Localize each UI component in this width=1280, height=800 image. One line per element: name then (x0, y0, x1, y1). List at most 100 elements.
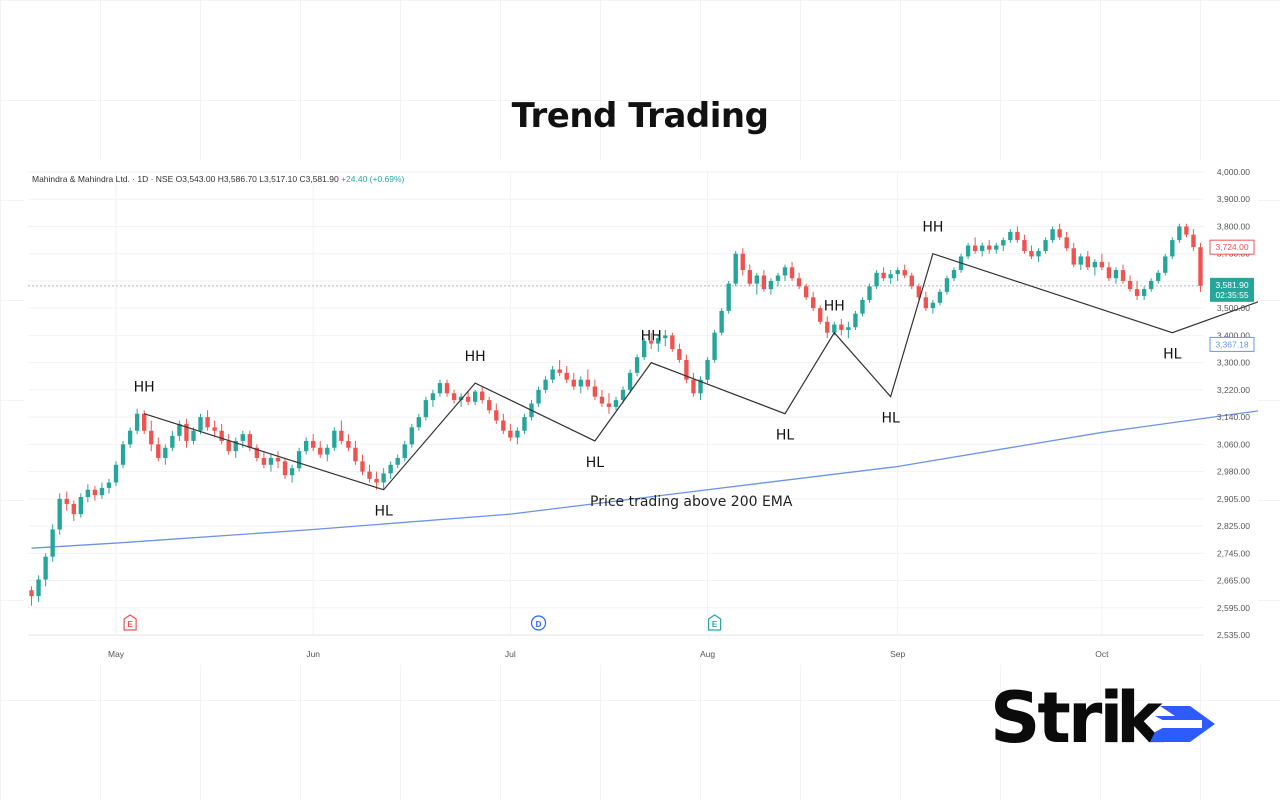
x-tick-label: May (108, 649, 125, 659)
candle-body (494, 410, 499, 421)
candle-body (184, 423, 189, 441)
candle-body (1106, 267, 1112, 279)
candle-body (339, 430, 344, 441)
higher-high-label: HH (641, 329, 662, 345)
candle-body (1022, 240, 1027, 251)
candle-body (156, 444, 161, 458)
chart-svg: HHHLHHHLHHHLHHHLHHHLHHHLHHPrice trading … (28, 167, 1258, 659)
y-tick-label: 4,000.00 (1217, 167, 1250, 177)
x-tick-label: Oct (1095, 649, 1109, 659)
candle-body (1015, 231, 1020, 241)
candle-body (120, 444, 126, 465)
ohlc-change: +24.40 (+0.69%) (341, 174, 404, 184)
candle-body (275, 457, 281, 462)
candle-body (472, 391, 478, 402)
candle-body (853, 313, 858, 328)
candle-body (522, 417, 527, 431)
candle-body (1191, 234, 1196, 248)
candle-body (677, 349, 682, 360)
candle-body (142, 413, 147, 431)
candle-body (57, 498, 62, 530)
candle-body (149, 430, 154, 445)
candle-body (599, 396, 605, 404)
candle-body (451, 393, 457, 401)
candle-body (979, 245, 985, 251)
candle-body (43, 556, 48, 580)
candle-body (768, 280, 774, 290)
candle-body (712, 332, 717, 360)
candle-body (233, 440, 238, 452)
candle-body (381, 473, 386, 483)
y-tick-label: 3,400.00 (1217, 330, 1250, 340)
candle-body (409, 427, 414, 445)
candle-body (578, 379, 583, 387)
candle-body (99, 487, 105, 496)
candle-body (416, 417, 422, 428)
y-tick-label: 2,535.00 (1217, 630, 1250, 640)
candle-body (289, 468, 295, 476)
y-tick-label: 2,980.00 (1217, 467, 1250, 477)
current-price-tag (1210, 277, 1254, 302)
ohlc-high: H3,586.70 (218, 174, 260, 184)
candle-body (353, 447, 358, 462)
candle-body (515, 430, 520, 438)
candle-body (782, 267, 788, 276)
candle-body (634, 357, 640, 373)
current-price-tag-text: 3,581.90 (1215, 280, 1248, 290)
candle-body (198, 417, 203, 431)
candle-body (937, 291, 943, 303)
candle-body (810, 297, 816, 309)
event-marker-letter: E (712, 620, 718, 629)
candle-body (1149, 280, 1154, 290)
candle-body (332, 430, 337, 448)
candle-body (726, 283, 731, 311)
candle-body (1156, 272, 1161, 281)
candle-body (789, 267, 795, 279)
trend-zigzag-line (144, 252, 1258, 491)
candle-body (564, 372, 569, 380)
higher-high-label: HH (134, 380, 155, 396)
candle-body (874, 272, 879, 287)
candle-body (606, 403, 612, 407)
candle-body (1043, 240, 1048, 251)
higher-low-label: HL (776, 428, 795, 444)
higher-low-label: HL (881, 411, 900, 427)
candle-body (134, 413, 140, 431)
candle-body (839, 324, 844, 330)
candle-body (867, 286, 872, 301)
candle-body (649, 340, 654, 344)
candle-body (1141, 289, 1147, 296)
candle-body (219, 430, 224, 441)
candle-body (261, 457, 267, 465)
event-marker-letter: D (536, 620, 542, 629)
candle-body (733, 253, 738, 284)
candle-body (670, 335, 675, 350)
y-tick-label: 3,500.00 (1217, 303, 1250, 313)
candle-body (36, 579, 41, 597)
ohlc-close: C3,581.90 (299, 174, 341, 184)
candle-body (895, 270, 900, 275)
candle-body (85, 489, 91, 498)
earnings-marker (123, 614, 137, 631)
higher-low-label: HL (586, 455, 605, 471)
candle-body (437, 383, 443, 394)
y-tick-label: 3,220.00 (1217, 385, 1250, 395)
candle-body (775, 275, 781, 281)
current-price-countdown: 02:35:55 (1215, 290, 1248, 300)
candle-body (423, 400, 429, 418)
last-price-tag (1209, 239, 1255, 255)
candle-body (930, 302, 936, 309)
strike-logo-mark: Stri k (990, 677, 1215, 752)
y-tick-label: 2,745.00 (1217, 548, 1250, 558)
candle-body (747, 270, 752, 284)
candle-body (106, 482, 112, 488)
candle-body (388, 464, 393, 474)
candle-body (585, 379, 591, 387)
y-tick-label: 3,300.00 (1217, 358, 1250, 368)
candle-body (719, 310, 724, 333)
candle-body (480, 391, 485, 401)
candle-body (346, 440, 351, 448)
candle-body (458, 396, 464, 401)
candle-body (1029, 250, 1034, 257)
candle-body (691, 379, 696, 394)
